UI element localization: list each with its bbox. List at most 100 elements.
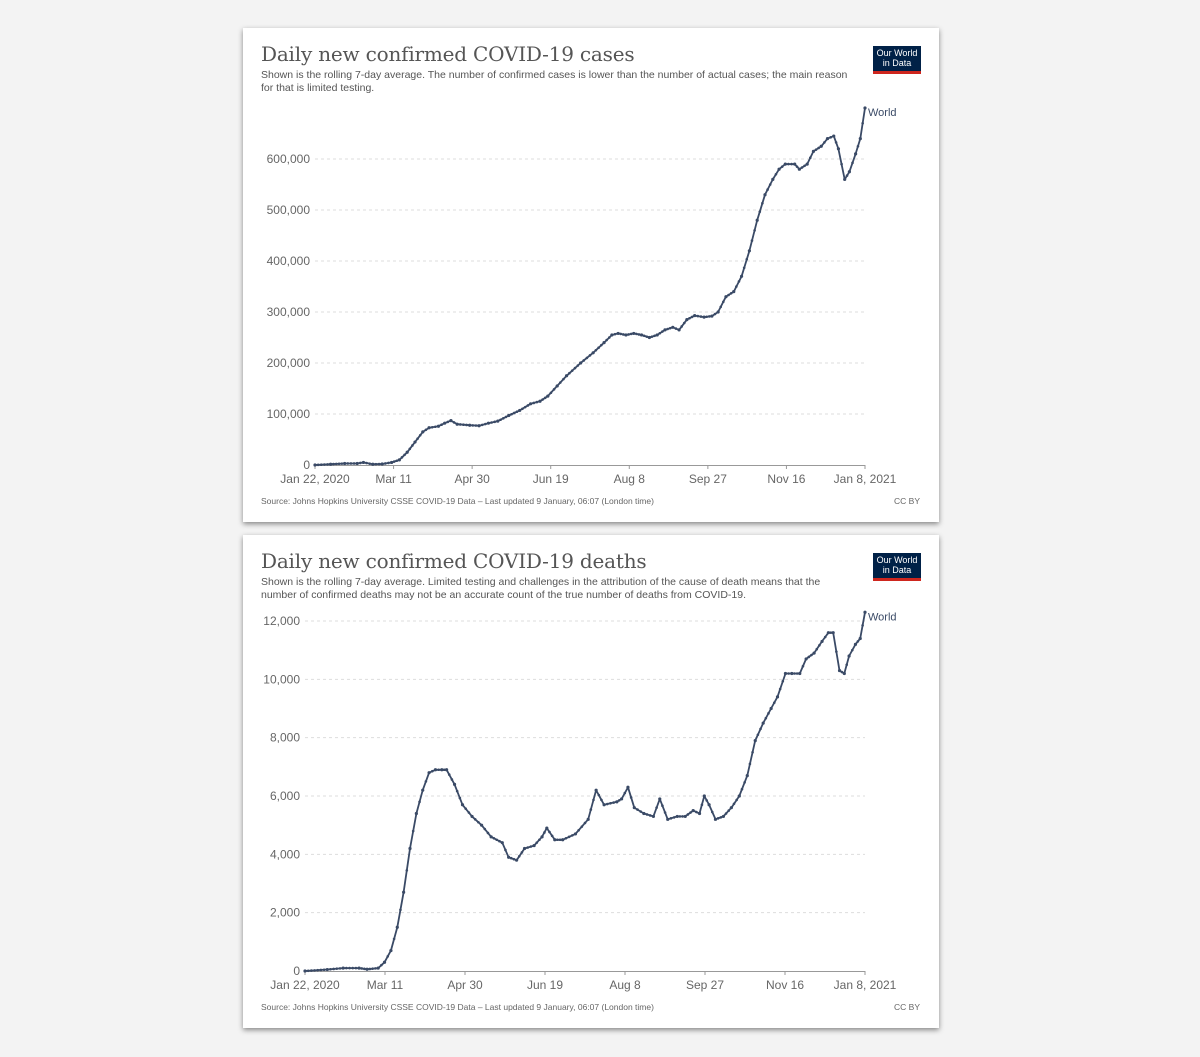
data-point bbox=[549, 391, 553, 395]
data-point bbox=[647, 335, 651, 340]
chart-subtitle: Shown is the rolling 7-day average. The … bbox=[261, 69, 848, 94]
data-point bbox=[751, 750, 754, 754]
y-tick-label: 100,000 bbox=[267, 407, 311, 421]
source-note[interactable]: Source: Johns Hopkins University CSSE CO… bbox=[261, 1002, 654, 1012]
data-point bbox=[387, 461, 390, 465]
data-point bbox=[374, 967, 377, 970]
data-point bbox=[823, 141, 826, 144]
data-point bbox=[707, 803, 711, 807]
data-point bbox=[823, 635, 827, 639]
x-tick-label: Apr 30 bbox=[454, 472, 490, 486]
data-point bbox=[490, 421, 493, 424]
license-link[interactable]: CC BY bbox=[894, 496, 920, 506]
data-point bbox=[648, 814, 652, 817]
data-point bbox=[761, 721, 765, 725]
data-point bbox=[695, 810, 698, 814]
data-point bbox=[586, 817, 590, 821]
data-point bbox=[479, 823, 484, 827]
y-tick-label: 8,000 bbox=[270, 731, 300, 745]
series-line-world bbox=[314, 107, 866, 466]
data-point bbox=[847, 654, 851, 658]
data-point bbox=[729, 292, 733, 295]
data-point bbox=[674, 327, 678, 330]
source-note[interactable]: Source: Johns Hopkins University CSSE CO… bbox=[261, 496, 654, 506]
data-point bbox=[583, 821, 587, 825]
owid-logo[interactable]: Our World in Data bbox=[873, 553, 921, 581]
data-point bbox=[529, 402, 533, 406]
data-point bbox=[354, 966, 358, 970]
data-point bbox=[829, 136, 832, 139]
data-point bbox=[351, 966, 355, 970]
data-point bbox=[814, 148, 818, 151]
data-point bbox=[616, 331, 620, 336]
data-point bbox=[567, 835, 571, 839]
data-point bbox=[810, 653, 813, 657]
deaths-chart-card: Daily new confirmed COVID-19 deaths Show… bbox=[243, 535, 939, 1028]
x-tick-label: Mar 11 bbox=[375, 472, 412, 486]
data-point bbox=[705, 315, 708, 319]
data-point bbox=[504, 848, 507, 852]
data-point bbox=[691, 808, 695, 813]
data-point bbox=[532, 401, 536, 405]
data-point bbox=[682, 321, 686, 325]
data-point bbox=[449, 419, 453, 423]
data-point bbox=[600, 798, 603, 802]
data-point bbox=[655, 806, 658, 809]
data-point bbox=[605, 802, 609, 806]
data-point bbox=[526, 404, 530, 407]
data-point bbox=[480, 423, 484, 427]
data-point bbox=[313, 969, 316, 972]
data-point bbox=[716, 817, 720, 820]
data-point bbox=[361, 460, 366, 465]
data-point bbox=[455, 422, 459, 426]
data-point bbox=[775, 695, 780, 699]
data-point bbox=[408, 447, 412, 451]
data-point bbox=[499, 418, 502, 422]
data-point bbox=[421, 430, 425, 434]
data-point bbox=[405, 450, 409, 454]
data-point bbox=[729, 806, 733, 810]
owid-logo[interactable]: Our World in Data bbox=[873, 46, 921, 74]
data-point bbox=[455, 789, 459, 793]
data-point bbox=[414, 811, 418, 816]
data-point bbox=[737, 280, 741, 283]
data-point bbox=[627, 333, 630, 336]
data-point bbox=[329, 462, 333, 466]
data-point bbox=[501, 417, 505, 420]
data-point bbox=[663, 811, 667, 814]
data-point bbox=[739, 274, 744, 278]
data-point bbox=[678, 815, 682, 818]
data-point bbox=[693, 313, 697, 318]
data-point bbox=[427, 426, 431, 430]
data-point bbox=[474, 424, 478, 427]
data-point bbox=[402, 890, 406, 894]
data-point bbox=[677, 328, 681, 332]
data-point bbox=[418, 433, 422, 437]
data-point bbox=[532, 843, 536, 848]
data-point bbox=[437, 768, 440, 772]
data-point bbox=[570, 369, 574, 372]
data-point bbox=[732, 290, 736, 294]
data-point bbox=[568, 371, 571, 375]
data-point bbox=[767, 712, 770, 715]
logo-text-line2: in Data bbox=[882, 58, 912, 68]
data-point bbox=[761, 201, 764, 205]
data-point bbox=[440, 768, 444, 772]
x-tick-label: Aug 8 bbox=[614, 472, 646, 486]
data-point bbox=[477, 424, 481, 428]
data-point bbox=[783, 671, 788, 676]
data-point bbox=[421, 788, 425, 792]
data-point bbox=[377, 462, 381, 466]
data-point bbox=[843, 177, 847, 181]
data-point bbox=[352, 462, 356, 465]
data-point bbox=[337, 462, 341, 466]
data-point bbox=[727, 293, 730, 297]
data-point bbox=[713, 817, 718, 821]
data-point bbox=[495, 838, 499, 842]
x-tick-label: Jun 19 bbox=[533, 472, 569, 486]
data-point bbox=[702, 315, 706, 319]
data-point bbox=[594, 788, 598, 792]
data-point bbox=[540, 835, 544, 839]
license-link[interactable]: CC BY bbox=[894, 1002, 920, 1012]
data-point bbox=[699, 315, 703, 318]
